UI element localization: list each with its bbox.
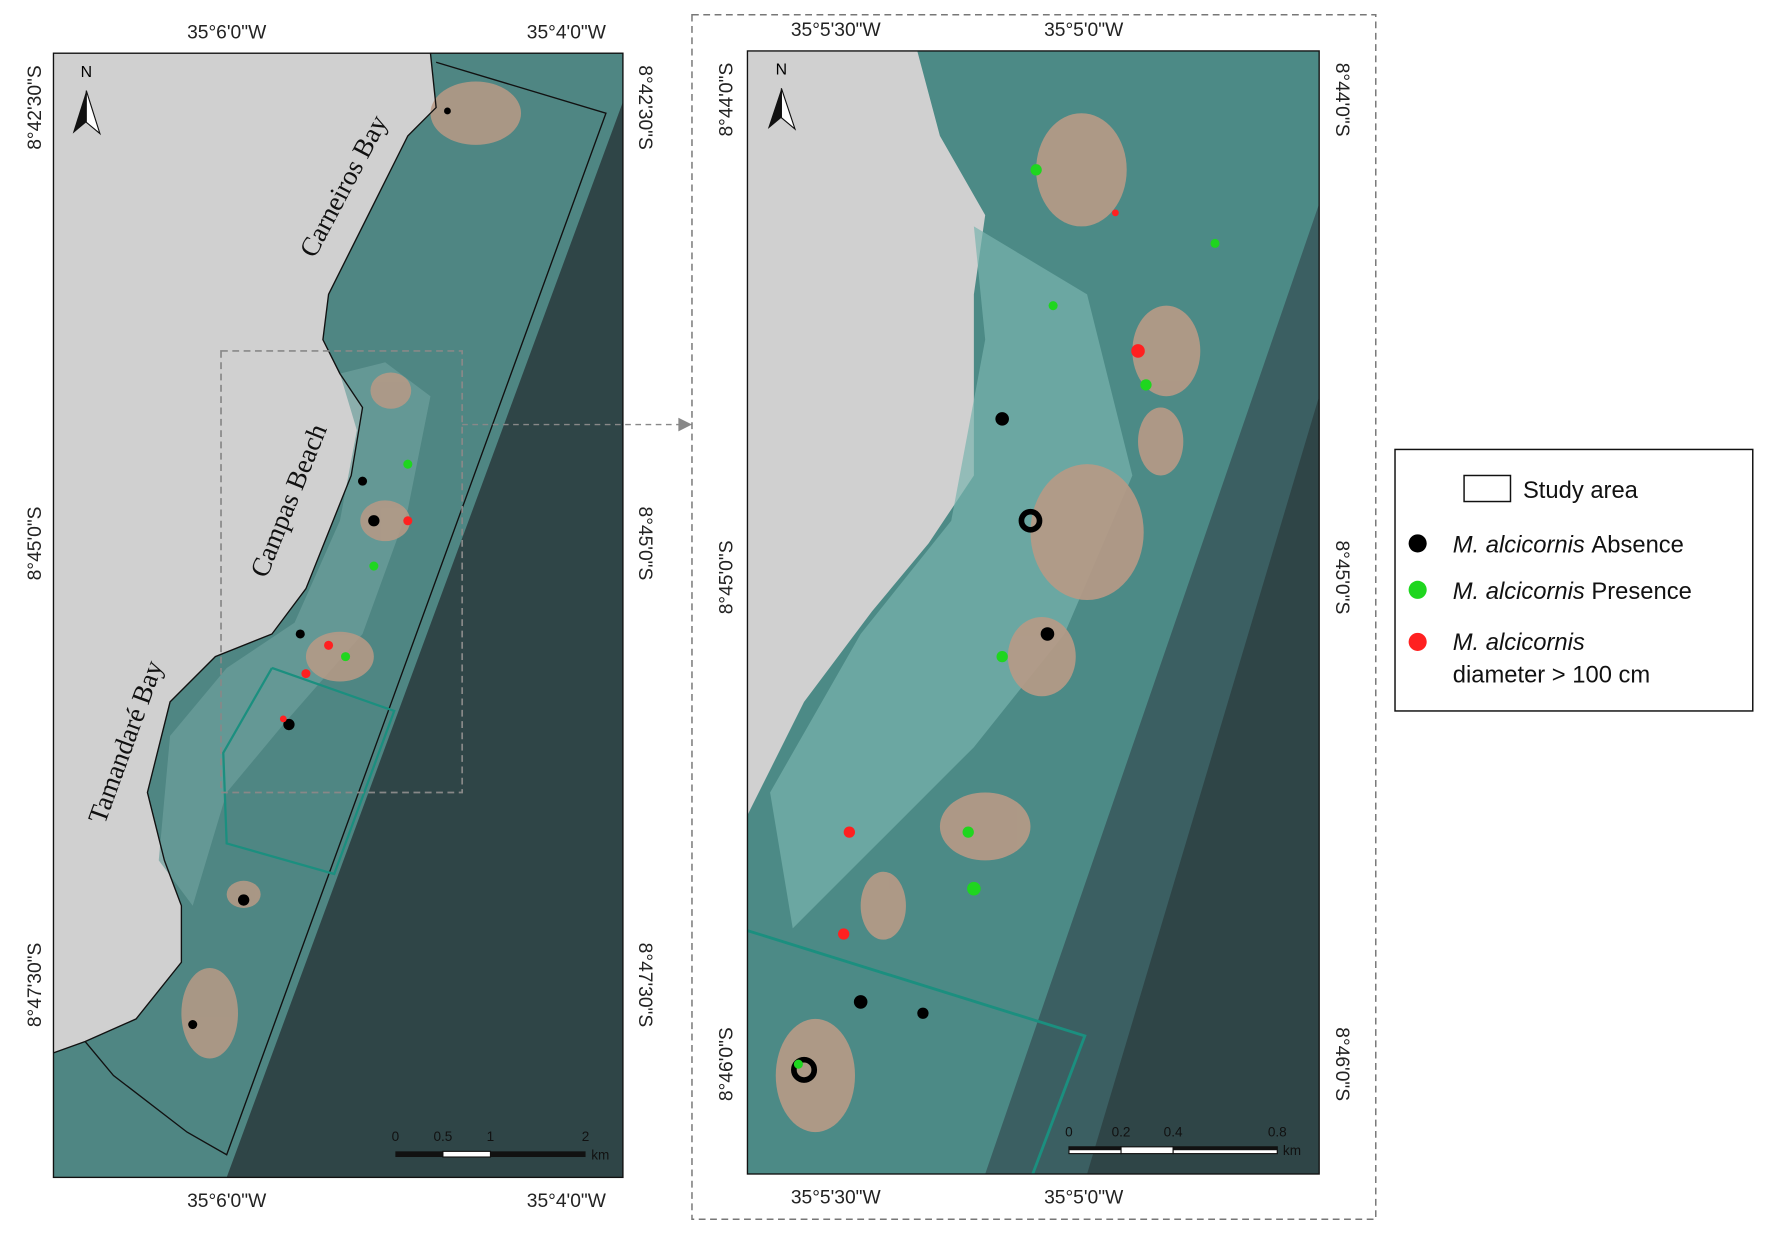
scale-tick: 0 <box>392 1129 400 1144</box>
deep-ocean <box>1087 396 1320 1174</box>
bottom-label: 35°4'0"W <box>527 1191 607 1212</box>
legend: Study area M. alcicornis Absence M. alci… <box>1394 448 1754 712</box>
species-name: M. alcicornis <box>1453 531 1585 558</box>
connector-head <box>678 417 692 432</box>
north-label: N <box>81 64 92 81</box>
legend-label: M. alcicornis Absence <box>1453 531 1684 558</box>
inset-boundary <box>222 666 396 876</box>
scale-tick: 1 <box>487 1129 495 1144</box>
coastline <box>53 53 437 1054</box>
top-label: 35°4'0"W <box>527 22 607 43</box>
right-label: 8°44'0"S <box>1331 63 1352 137</box>
left-map-frame <box>52 52 624 1179</box>
right-label: 8°47'30"S <box>634 943 655 1028</box>
bottom-label: 35°5'0"W <box>1044 1187 1124 1208</box>
legend-text: Presence <box>1591 578 1691 605</box>
scale-unit: km <box>1283 1143 1301 1158</box>
top-label: 35°5'0"W <box>1044 20 1124 41</box>
left-label: 8°46'0"S <box>717 1027 738 1101</box>
left-map <box>53 53 623 1178</box>
legend-swatch <box>1408 580 1427 599</box>
legend-swatch <box>1408 534 1427 553</box>
species-name: M. alcicornis <box>1453 578 1585 605</box>
bottom-label: 35°6'0"W <box>187 1191 267 1212</box>
study-area-boundary <box>84 61 607 1156</box>
north-label: N <box>776 62 787 79</box>
lagoon <box>770 226 1133 929</box>
scale-tick: 0.8 <box>1268 1125 1287 1140</box>
deep-ocean <box>226 101 623 1178</box>
observation-points <box>791 164 1220 1083</box>
scale-tick: 0.2 <box>1112 1125 1131 1140</box>
left-label: 8°45'0"S <box>25 507 46 581</box>
legend-label: M. alcicornis <box>1453 629 1585 656</box>
bottom-label: 35°5'30"W <box>791 1187 882 1208</box>
inset-frame <box>691 13 1377 1221</box>
land <box>747 50 986 816</box>
lagoon <box>158 362 431 906</box>
top-label: 35°5'30"W <box>791 20 882 41</box>
inset-box <box>220 350 464 794</box>
observation-points <box>188 107 451 1030</box>
left-north-arrow: N <box>72 64 102 136</box>
scale-tick: 0 <box>1065 1125 1073 1140</box>
scale-tick: 0.4 <box>1164 1125 1183 1140</box>
legend-label: Study area <box>1523 477 1639 504</box>
right-scale-bar: 0 0.2 0.4 0.8 km <box>1065 1125 1301 1158</box>
left-label: 8°45'0"S <box>717 540 738 614</box>
right-map-frame <box>746 50 1320 1175</box>
left-scale-bar: 0 0.5 1 2 km <box>392 1129 610 1162</box>
legend-swatch <box>1408 632 1427 651</box>
legend-text: Absence <box>1591 531 1684 558</box>
right-map <box>747 50 1320 1174</box>
top-label: 35°6'0"W <box>187 22 267 43</box>
right-label: 8°42'30"S <box>634 65 655 150</box>
reefs <box>181 81 522 1059</box>
legend-label: M. alcicornis Presence <box>1453 578 1692 605</box>
legend-box <box>1394 448 1754 712</box>
legend-swatch <box>1463 474 1512 503</box>
left-label: 8°42'30"S <box>25 65 46 150</box>
left-label: 8°44'0"S <box>717 63 738 137</box>
right-label: 8°45'0"S <box>634 507 655 581</box>
legend-label: diameter > 100 cm <box>1453 662 1650 689</box>
right-label: 8°46'0"S <box>1331 1027 1352 1101</box>
scale-tick: 0.5 <box>433 1129 452 1144</box>
left-label: 8°47'30"S <box>25 943 46 1028</box>
scale-tick: 2 <box>582 1129 590 1144</box>
study-area-boundary <box>747 929 1087 1174</box>
scale-unit: km <box>591 1147 609 1162</box>
right-label: 8°45'0"S <box>1331 540 1352 614</box>
